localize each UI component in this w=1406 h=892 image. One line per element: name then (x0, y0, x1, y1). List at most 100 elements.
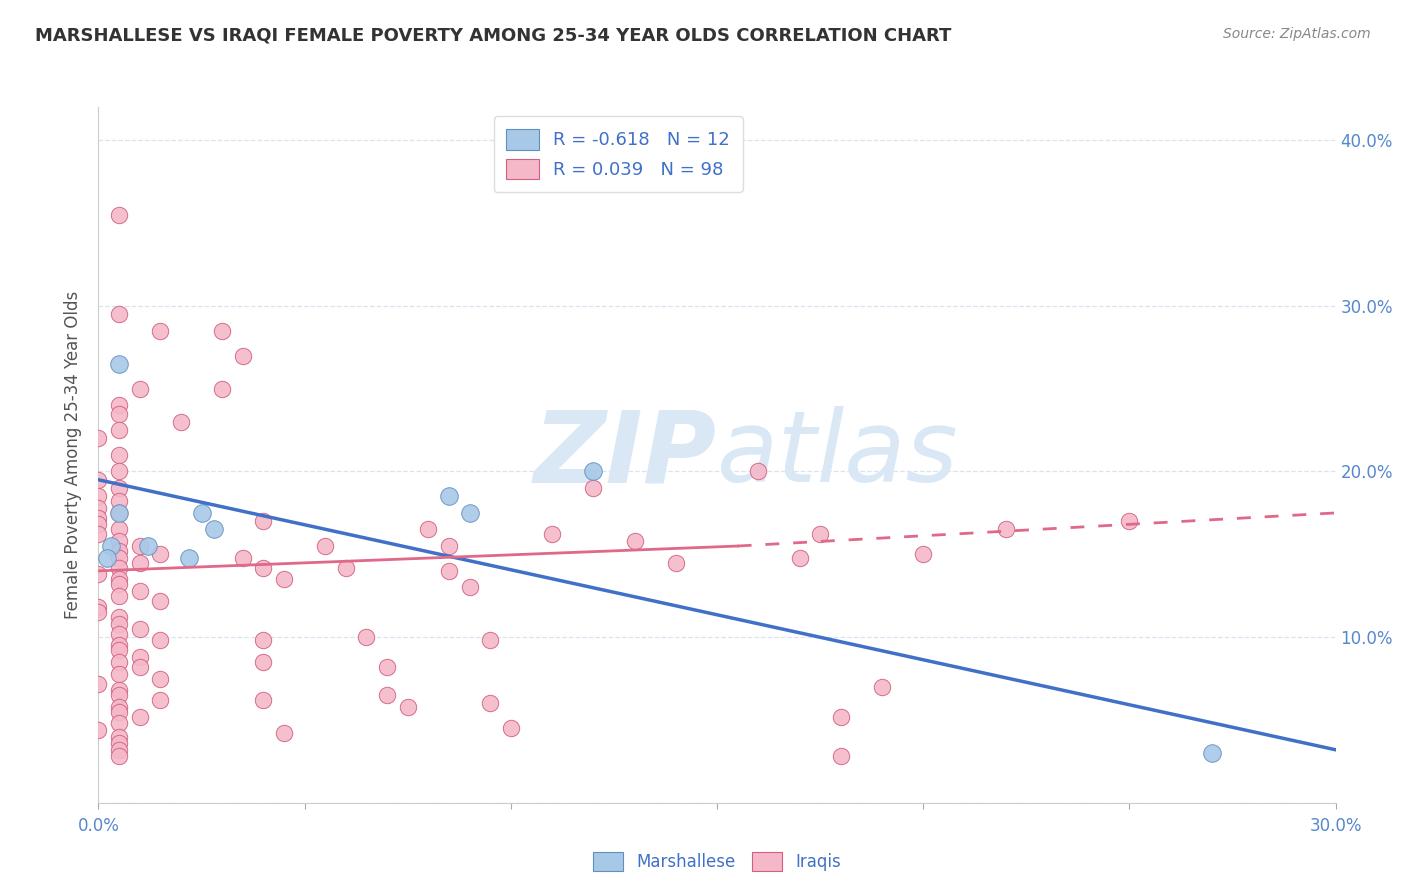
Point (232, 550, 254, 565)
Point (437, 564, 460, 578)
Point (149, 672, 172, 686)
Point (87, 489, 110, 503)
Point (87, 600, 110, 615)
Point (252, 655, 274, 669)
Point (582, 465, 605, 479)
Point (108, 465, 131, 479)
Point (128, 660, 150, 674)
Point (87, 473, 110, 487)
Point (108, 643, 131, 657)
Text: MARSHALLESE VS IRAQI FEMALE POVERTY AMONG 25-34 YEAR OLDS CORRELATION CHART: MARSHALLESE VS IRAQI FEMALE POVERTY AMON… (35, 27, 952, 45)
Point (665, 556, 688, 570)
Point (252, 560, 274, 574)
Point (623, 534, 645, 549)
Point (108, 208, 131, 222)
Point (252, 693, 274, 707)
Point (437, 539, 460, 553)
Point (108, 616, 131, 631)
Point (912, 547, 935, 561)
Point (108, 523, 131, 537)
Point (128, 539, 150, 553)
Point (108, 577, 131, 591)
Point (108, 589, 131, 603)
Point (356, 630, 378, 644)
Point (273, 726, 295, 740)
Point (108, 736, 131, 750)
Point (190, 506, 212, 520)
Point (418, 523, 440, 537)
Point (108, 699, 131, 714)
Point (87, 723, 110, 737)
Point (582, 481, 605, 495)
Point (87, 527, 110, 541)
Point (179, 550, 201, 565)
Point (108, 506, 131, 520)
Point (87, 511, 110, 525)
Point (747, 465, 769, 479)
Point (128, 583, 150, 598)
Point (100, 539, 122, 553)
Point (128, 650, 150, 665)
Point (108, 423, 131, 437)
Point (108, 494, 131, 508)
Point (128, 556, 150, 570)
Y-axis label: Female Poverty Among 25-34 Year Olds: Female Poverty Among 25-34 Year Olds (65, 291, 83, 619)
Point (789, 550, 811, 565)
Text: atlas: atlas (717, 407, 959, 503)
Point (499, 721, 522, 735)
Point (108, 550, 131, 565)
Legend: Marshallese, Iraqis: Marshallese, Iraqis (586, 846, 848, 878)
Point (273, 572, 295, 586)
Point (375, 660, 398, 674)
Point (136, 539, 159, 553)
Point (149, 324, 172, 338)
Point (108, 705, 131, 719)
Point (211, 382, 233, 396)
Point (87, 517, 110, 532)
Point (252, 633, 274, 648)
Point (396, 699, 419, 714)
Point (108, 544, 131, 558)
Point (994, 523, 1017, 537)
Point (128, 382, 150, 396)
Point (108, 683, 131, 698)
Point (170, 415, 193, 429)
Point (252, 514, 274, 528)
Point (108, 398, 131, 412)
Point (108, 610, 131, 624)
Point (108, 534, 131, 549)
Point (149, 593, 172, 607)
Point (149, 693, 172, 707)
Point (108, 730, 131, 744)
Point (108, 307, 131, 321)
Point (108, 639, 131, 653)
Point (314, 539, 336, 553)
Point (458, 506, 481, 520)
Point (108, 688, 131, 702)
Point (128, 709, 150, 723)
Point (108, 407, 131, 421)
Point (232, 349, 254, 363)
Point (108, 655, 131, 669)
Point (870, 680, 893, 694)
Point (96, 550, 118, 565)
Point (830, 749, 852, 764)
Point (830, 709, 852, 723)
Point (128, 622, 150, 636)
Point (87, 500, 110, 515)
Point (437, 489, 460, 503)
Point (87, 676, 110, 690)
Point (149, 633, 172, 648)
Point (87, 605, 110, 619)
Point (108, 666, 131, 681)
Point (108, 506, 131, 520)
Point (479, 697, 502, 711)
Point (108, 560, 131, 574)
Point (479, 633, 502, 648)
Point (375, 688, 398, 702)
Point (1201, 746, 1223, 760)
Point (149, 547, 172, 561)
Point (87, 431, 110, 445)
Point (335, 560, 357, 574)
Text: ZIP: ZIP (534, 407, 717, 503)
